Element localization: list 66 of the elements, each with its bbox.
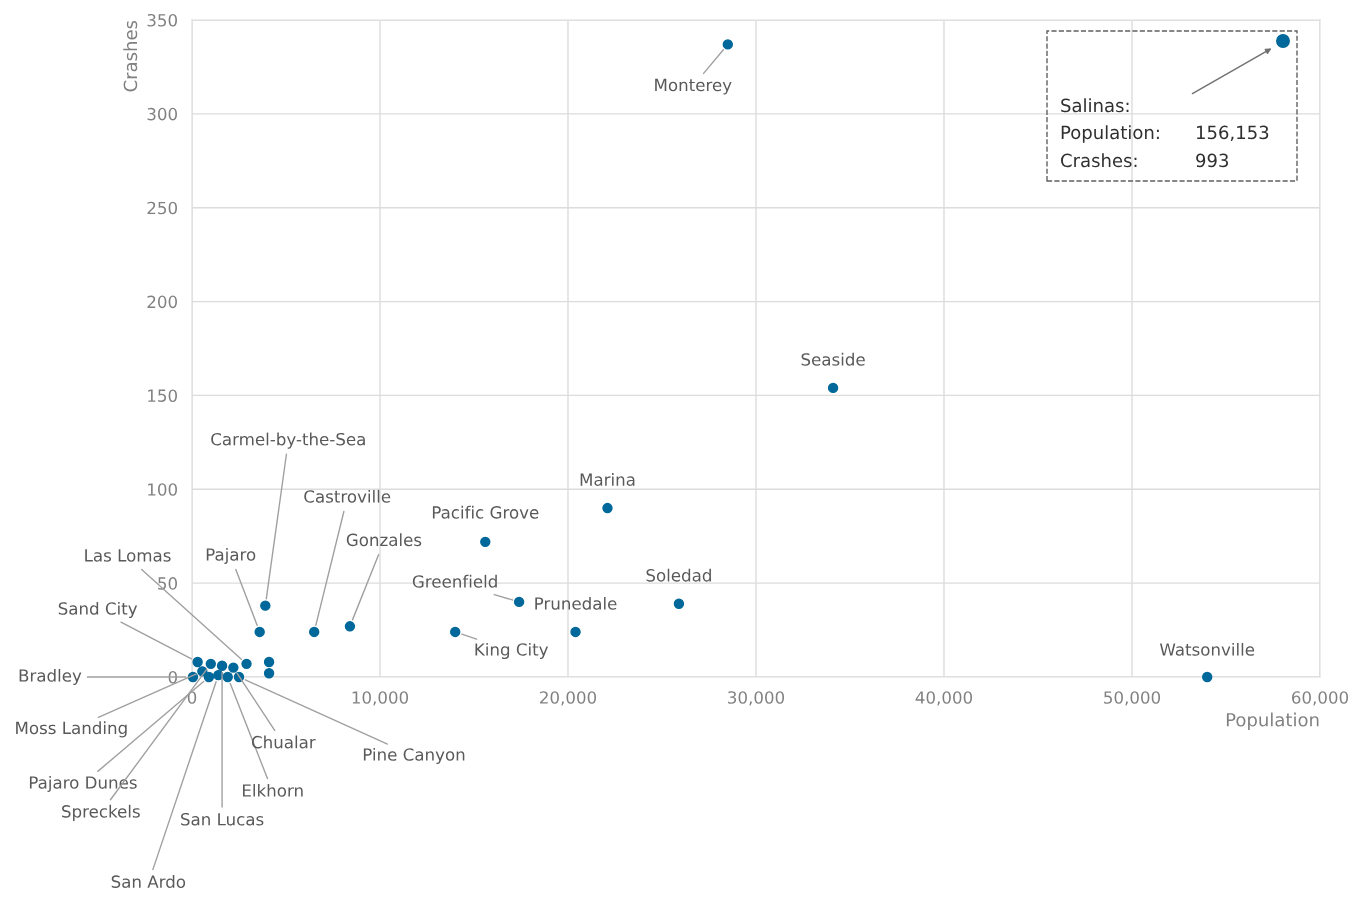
annotation: Marina [580, 472, 635, 486]
x-tick-label: 60,000 [1292, 691, 1349, 706]
point [192, 656, 203, 668]
annotation: Sand City [58, 601, 138, 619]
annotation: Moss Landing [16, 721, 127, 738]
y-tick-label: 150 [148, 389, 177, 402]
x-tick-label: 40,000 [915, 691, 973, 706]
annotation: Greenfield [412, 574, 497, 588]
annotation: Prunedale [535, 596, 617, 610]
annotation: Las Lomas [85, 549, 171, 562]
annotation: Watsonville [1159, 642, 1255, 656]
y-tick-label: 100 [148, 483, 177, 496]
point [260, 600, 271, 611]
point [205, 658, 216, 670]
y-tick-label: 300 [147, 107, 177, 121]
point [222, 671, 233, 683]
annotation: Gonzales [346, 533, 422, 547]
annotation: Monterey [655, 78, 732, 95]
annotation: Seaside [801, 352, 865, 366]
point [1202, 671, 1213, 683]
y-tick-label: 50 [158, 577, 177, 590]
point [480, 536, 491, 548]
point [513, 596, 525, 608]
annotation: Soledad [646, 568, 711, 582]
point [673, 598, 685, 609]
annotation: Salinas: [1061, 98, 1129, 113]
annotation: Bradley [19, 668, 82, 686]
x-axis-title: Population [1226, 712, 1319, 731]
annotation: Elkhorn [243, 783, 303, 797]
x-tick-label: 20,000 [540, 691, 597, 706]
point [203, 671, 215, 683]
annotation: Population: [1061, 125, 1159, 143]
point [602, 502, 613, 514]
y-tick-label: 200 [147, 295, 177, 309]
annotation: San Ardo [111, 875, 186, 888]
point [309, 626, 320, 638]
annotation: King City [475, 642, 549, 660]
point [228, 662, 239, 673]
x-tick-label: 50,000 [1104, 691, 1161, 706]
annotation: Pajaro [206, 547, 256, 565]
point [722, 39, 733, 50]
point [216, 660, 228, 671]
annotation: 156,153 [1196, 125, 1269, 142]
annotation: Chualar [251, 735, 316, 749]
annotation: Carmel-by-the-Sea [211, 432, 365, 449]
x-tick-label: 30,000 [728, 691, 785, 706]
point [570, 626, 581, 638]
point [263, 668, 275, 679]
point [241, 658, 252, 670]
annotation: Castroville [304, 489, 391, 503]
point [263, 656, 275, 668]
x-tick-label: 10,000 [352, 691, 409, 706]
point [344, 621, 356, 632]
point [827, 382, 839, 394]
annotation: Pacific Grove [432, 505, 539, 519]
annotation: 993 [1196, 153, 1229, 168]
annotation: Pajaro Dunes [29, 775, 137, 793]
point [254, 626, 265, 638]
y-axis-title: Crashes [123, 20, 138, 92]
annotation: Spreckels [62, 804, 140, 821]
annotation: Pine Canyon [363, 747, 465, 765]
annotation: San Lucas [181, 812, 264, 826]
y-tick-label: 350 [147, 13, 177, 27]
annotation: Crashes: [1061, 153, 1137, 168]
y-tick-label: 250 [147, 201, 177, 215]
point [450, 626, 461, 638]
